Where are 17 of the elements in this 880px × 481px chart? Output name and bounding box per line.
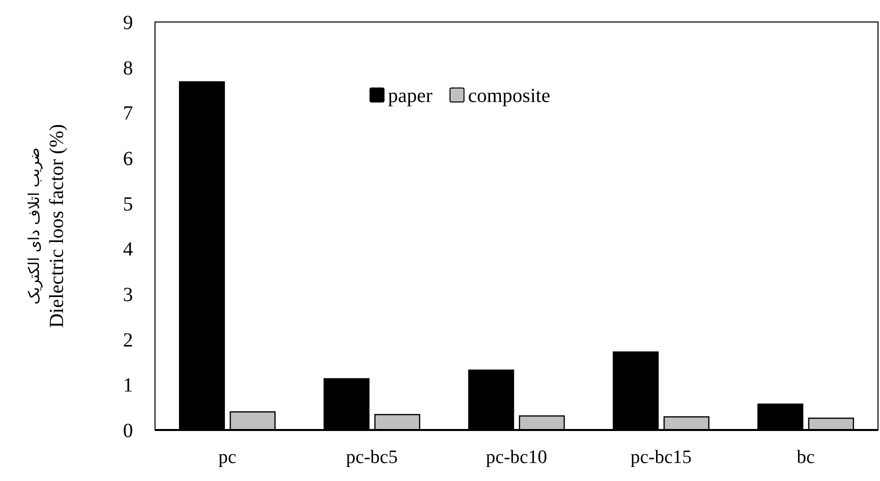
y-tick-label: 2 xyxy=(123,329,133,352)
x-tick-label: pc-bc15 xyxy=(630,447,692,468)
x-tick-label: pc xyxy=(218,447,236,468)
legend-label: composite xyxy=(468,85,550,107)
y-tick-label: 6 xyxy=(123,148,133,170)
x-tick-label: bc xyxy=(796,447,815,468)
y-tick-label: 3 xyxy=(123,284,133,306)
y-tick-label: 9 xyxy=(123,12,133,34)
y-tick-label: 0 xyxy=(123,420,133,442)
y-tick-label: 4 xyxy=(123,238,133,261)
y-tick-label: 7 xyxy=(123,102,133,125)
y-tick-label: 5 xyxy=(123,193,133,216)
x-tick-label: pc-bc10 xyxy=(486,447,548,468)
legend-label: paper xyxy=(388,85,433,107)
y-tick-label: 8 xyxy=(123,57,133,80)
x-tick-label: pc-bc5 xyxy=(346,447,398,468)
y-tick-label: 1 xyxy=(123,374,133,397)
